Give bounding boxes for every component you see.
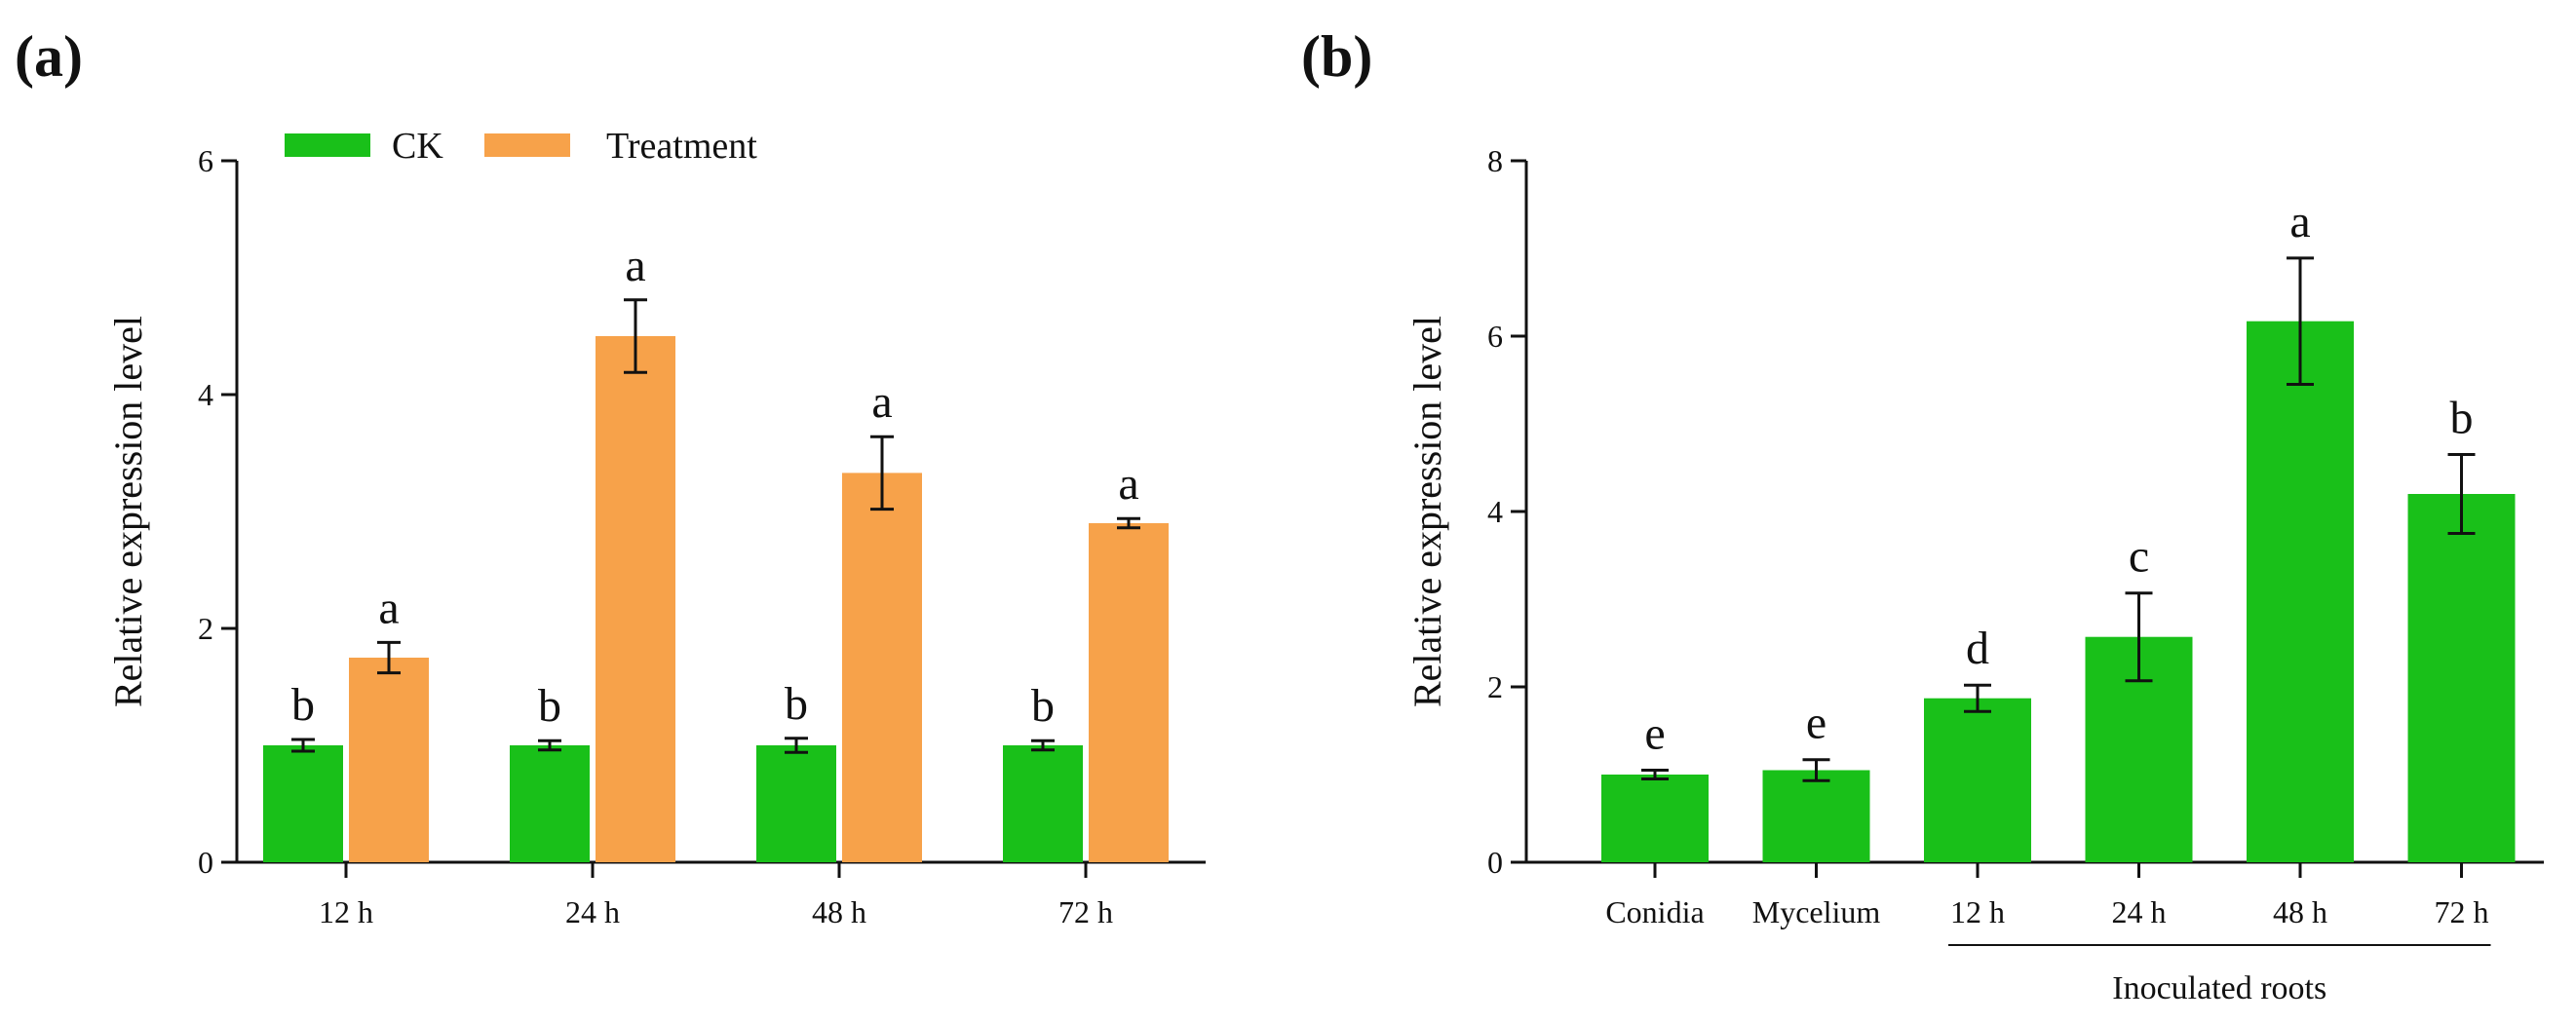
panel-b-significance-letter: e bbox=[1644, 708, 1665, 760]
panel-a-y-tick-label: 0 bbox=[198, 845, 213, 880]
panel-b-significance-letter: d bbox=[1966, 623, 1989, 674]
panel-b-bar bbox=[2247, 321, 2354, 862]
panel-b-significance-letter: b bbox=[2450, 393, 2474, 444]
panel-a-significance-letter: b bbox=[785, 678, 808, 730]
panel-a-bar-ck bbox=[263, 745, 343, 862]
panel-a-bar-treatment bbox=[842, 473, 922, 862]
panel-a-significance-letter: a bbox=[378, 582, 399, 633]
panel-a-significance-letter: a bbox=[625, 240, 645, 291]
panel-a-y-tick-label: 6 bbox=[198, 143, 213, 178]
panel-a-legend-swatch-treatment bbox=[484, 133, 570, 157]
panel-b-y-axis-title: Relative expression level bbox=[1405, 316, 1449, 707]
panel-a-y-tick-label: 2 bbox=[198, 611, 213, 646]
panel-b-x-tick-label: 48 h bbox=[2273, 894, 2327, 929]
panel-b-x-tick-label: 72 h bbox=[2435, 894, 2489, 929]
panel-a-y-tick-label: 4 bbox=[198, 377, 213, 412]
panel-b-y-tick-label: 4 bbox=[1487, 494, 1503, 529]
panel-b-significance-letter: e bbox=[1806, 698, 1826, 749]
panel-a-panel-label: (a) bbox=[15, 24, 83, 89]
panel-a-significance-letter: a bbox=[1118, 458, 1138, 510]
panel-a-bar-treatment bbox=[1089, 523, 1169, 862]
panel-b-y-tick-label: 8 bbox=[1487, 143, 1503, 178]
panel-b-significance-letter: a bbox=[2289, 196, 2310, 247]
panel-b-x-tick-label: 24 h bbox=[2112, 894, 2167, 929]
panel-b-significance-letter: c bbox=[2129, 531, 2149, 583]
panel-b-bar bbox=[1762, 770, 1870, 862]
panel-a-bar-treatment bbox=[349, 658, 429, 862]
panel-b-bar bbox=[1601, 775, 1709, 862]
panel-a-legend-label-treatment: Treatment bbox=[606, 126, 757, 167]
panel-b-bar bbox=[2407, 494, 2516, 862]
panel-a-x-tick-label: 24 h bbox=[565, 894, 620, 929]
panel-a-x-tick-label: 48 h bbox=[812, 894, 866, 929]
panel-a-y-axis-title: Relative expression level bbox=[106, 316, 150, 707]
panel-a-significance-letter: a bbox=[871, 376, 892, 428]
panel-a-bar-ck bbox=[756, 745, 836, 862]
panel-b-y-tick-label: 6 bbox=[1487, 319, 1503, 354]
panel-a-x-tick-label: 72 h bbox=[1058, 894, 1113, 929]
panel-b-x-tick-label: Mycelium bbox=[1752, 894, 1881, 929]
panel-b-y-tick-label: 2 bbox=[1487, 669, 1503, 704]
panel-b-x-tick-label: 12 h bbox=[1950, 894, 2005, 929]
panel-a-bar-ck bbox=[510, 745, 590, 862]
panel-a-significance-letter: b bbox=[538, 680, 561, 732]
panel-a-significance-letter: b bbox=[291, 679, 315, 731]
panel-b-panel-label: (b) bbox=[1301, 24, 1372, 89]
panel-b-y-tick-label: 0 bbox=[1487, 845, 1503, 880]
panel-b-bar bbox=[1924, 698, 2031, 862]
panel-a-x-tick-label: 12 h bbox=[319, 894, 373, 929]
panel-b-group-label: Inoculated roots bbox=[2112, 970, 2326, 1006]
panel-b-x-tick-label: Conidia bbox=[1605, 894, 1704, 929]
panel-a-significance-letter: b bbox=[1031, 680, 1055, 732]
panel-a-legend-label-ck: CK bbox=[392, 126, 443, 167]
panel-a-legend-swatch-ck bbox=[285, 133, 370, 157]
panel-a-bar-treatment bbox=[596, 336, 675, 862]
panel-a-bar-ck bbox=[1003, 745, 1083, 862]
